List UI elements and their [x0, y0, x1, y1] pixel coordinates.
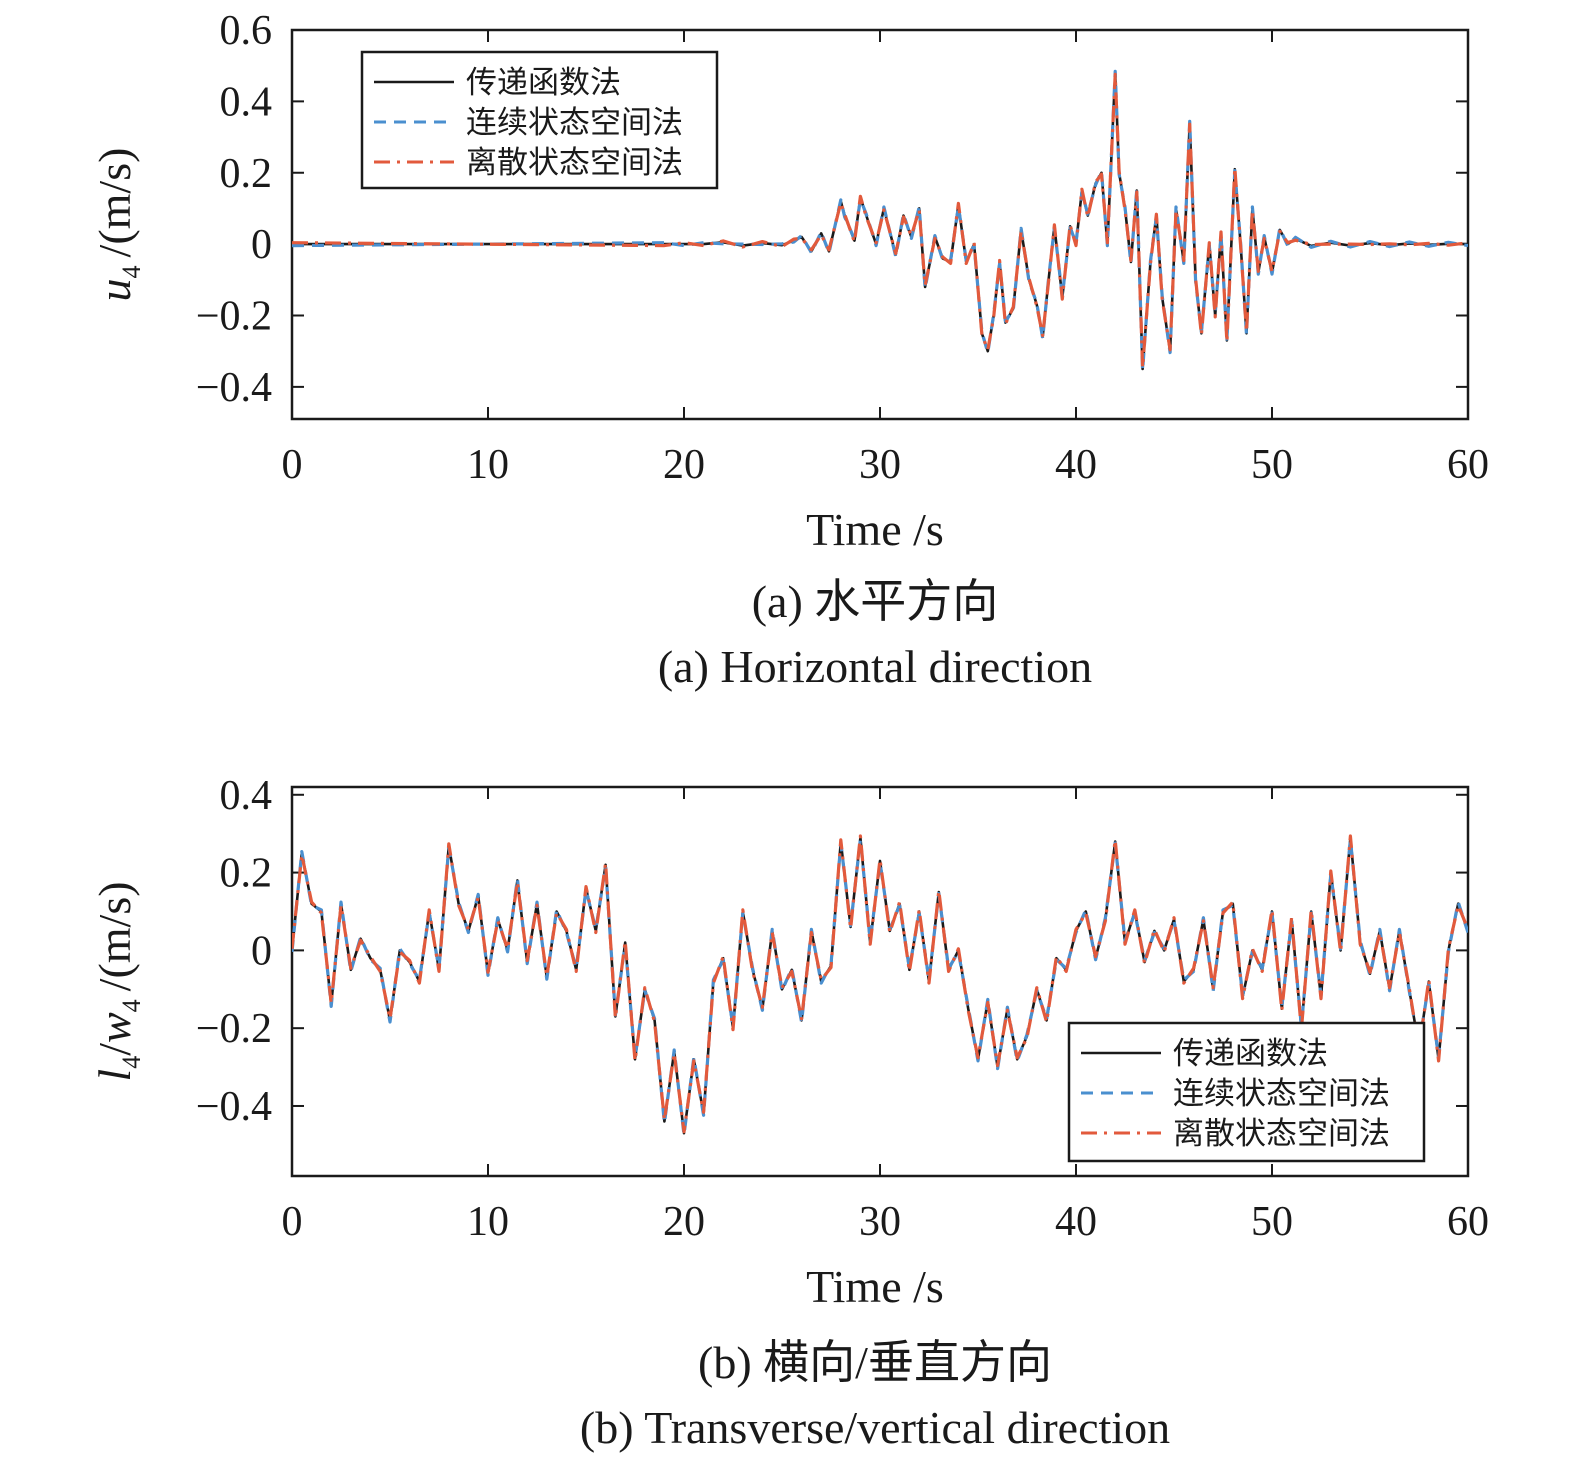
- y-tick-label: 0.2: [220, 851, 273, 897]
- x-tick-label: 50: [1251, 1199, 1293, 1245]
- y-tick-label: −0.4: [196, 365, 272, 411]
- y-tick-label: −0.2: [196, 1006, 272, 1052]
- y-axis-sub: 4: [117, 1056, 146, 1069]
- x-tick-label: 10: [467, 442, 509, 488]
- x-tick-label: 60: [1447, 1199, 1489, 1245]
- y-axis-var: l: [89, 1069, 140, 1082]
- y-tick-label: 0.4: [220, 79, 273, 125]
- legend-label-3: 离散状态空间法: [466, 145, 683, 181]
- y-tick-label: 0.4: [220, 773, 273, 819]
- y-axis-var: u: [89, 278, 140, 301]
- series-group: [292, 834, 1468, 1137]
- x-tick-label: 20: [663, 442, 705, 488]
- y-tick-label: 0.2: [220, 151, 273, 197]
- y-axis-unit: /(m/s): [89, 148, 140, 258]
- y-axis-var2: w: [89, 1012, 140, 1043]
- y-tick-label: 0.6: [220, 8, 273, 54]
- series-line-3: [292, 834, 1468, 1134]
- x-tick-label: 10: [467, 1199, 509, 1245]
- x-tick-label: 20: [663, 1199, 705, 1245]
- y-axis-unit: /(m/s): [89, 881, 140, 991]
- series-line-3: [292, 72, 1468, 370]
- chart-1: 0 10 20 30 40 50 60 0.6 0.4 0.2 0 −0.2 −0.4 Time /s u4…: [89, 8, 1489, 692]
- legend-label-1: 传递函数法: [1173, 1036, 1328, 1072]
- x-axis-label: Time /s: [806, 504, 944, 555]
- y-tick-label: −0.2: [196, 294, 272, 340]
- legend-label-3: 离散状态空间法: [1173, 1116, 1390, 1152]
- y-axis-sub2: 4: [117, 999, 146, 1012]
- legend-label-2: 连续状态空间法: [466, 105, 683, 141]
- caption-cn: (a) 水平方向: [752, 576, 999, 627]
- x-tick-label: 0: [282, 1199, 303, 1245]
- x-tick-label: 40: [1055, 1199, 1097, 1245]
- series-group: [292, 69, 1468, 373]
- caption-en: (b) Transverse/vertical direction: [580, 1402, 1170, 1453]
- caption-en: (a) Horizontal direction: [658, 641, 1092, 692]
- y-axis-label: u4 /(m/s): [89, 148, 146, 302]
- y-axis-label: l4/w4/(m/s): [89, 881, 146, 1081]
- legend-label-2: 连续状态空间法: [1173, 1076, 1390, 1112]
- caption-cn: (b) 横向/垂直方向: [698, 1337, 1052, 1388]
- x-tick-label: 30: [859, 442, 901, 488]
- y-tick-label: 0: [251, 928, 272, 974]
- x-tick-label: 50: [1251, 442, 1293, 488]
- y-tick-label: 0: [251, 222, 272, 268]
- y-axis-sep: /: [89, 1043, 140, 1056]
- x-tick-label: 0: [282, 442, 303, 488]
- legend-box: [360, 50, 719, 190]
- x-tick-label: 60: [1447, 442, 1489, 488]
- x-tick-label: 40: [1055, 442, 1097, 488]
- x-tick-label: 30: [859, 1199, 901, 1245]
- y-axis-sub: 4: [117, 265, 146, 278]
- y-tick-label: −0.4: [196, 1084, 272, 1130]
- x-axis-label: Time /s: [806, 1261, 944, 1312]
- legend-label-1: 传递函数法: [466, 65, 621, 101]
